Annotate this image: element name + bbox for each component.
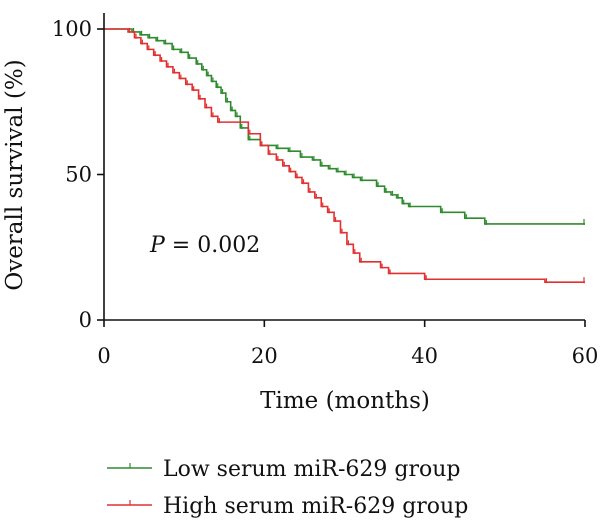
p-value-letter: P xyxy=(149,233,166,258)
p-value-annotation: P = 0.002 xyxy=(149,233,260,258)
y-tick-label: 100 xyxy=(52,17,92,41)
x-tick-label: 0 xyxy=(97,344,110,368)
x-tick-label: 20 xyxy=(251,344,278,368)
legend: Low serum miR-629 group High serum miR-62… xyxy=(107,457,468,519)
plot-lines xyxy=(104,27,585,284)
x-tick-label: 60 xyxy=(572,344,599,368)
y-tick-label: 50 xyxy=(65,163,92,187)
series-line-0 xyxy=(104,28,585,225)
legend-label-0: Low serum miR-629 group xyxy=(163,457,461,482)
x-axis-title: Time (months) xyxy=(260,388,430,414)
y-tick-label: 0 xyxy=(79,308,92,332)
y-axis-title: Overall survival (%) xyxy=(2,59,28,290)
p-value-text: = 0.002 xyxy=(165,233,260,258)
axes: 0 20 40 60 0 50 100 xyxy=(52,13,598,368)
legend-label-1: High serum miR-629 group xyxy=(163,494,468,519)
x-tick-label: 40 xyxy=(411,344,438,368)
